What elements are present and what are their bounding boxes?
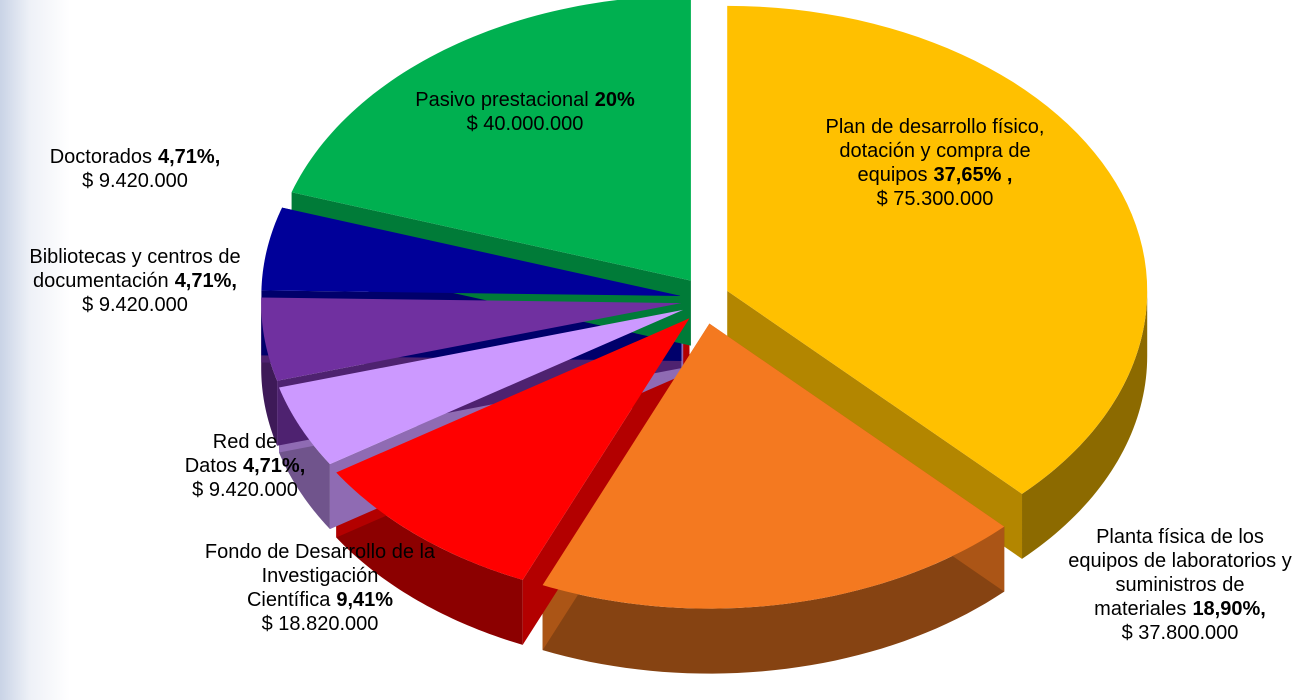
- slice: [542, 323, 1005, 609]
- amount-label: $ 75.300.000: [876, 188, 994, 210]
- slice: [261, 297, 682, 381]
- category-name: Doctorados: [49, 146, 152, 168]
- slice: [279, 309, 684, 465]
- category-name: Pasivo prestacional: [415, 89, 589, 111]
- value-label: 18,90%,: [1192, 598, 1266, 620]
- value-label: 37,65% ,: [933, 164, 1013, 186]
- amount-label: $ 18.820.000: [261, 613, 379, 635]
- slice-label: Fondo de Desarrollo de la Investigación …: [190, 540, 450, 636]
- amount-label: $ 9.420.000: [82, 294, 188, 316]
- category-name: Bibliotecas y centros de documentación: [29, 246, 241, 292]
- slice-label: Pasivo prestacional 20% $ 40.000.000: [400, 88, 650, 136]
- slice-tops: [261, 0, 1148, 609]
- slice-label: Bibliotecas y centros de documentación 4,…: [5, 245, 265, 317]
- slice-side: [1022, 290, 1148, 559]
- category-name: Planta física de los equipos de laborato…: [1068, 526, 1292, 620]
- value-label: 9,41%: [336, 589, 394, 611]
- amount-label: $ 9.420.000: [82, 170, 188, 192]
- slice-side: [542, 526, 1005, 674]
- slice-label: Planta física de los equipos de laborato…: [1065, 525, 1295, 645]
- slice: [727, 5, 1148, 494]
- value-label: 4,71%,: [174, 270, 237, 292]
- category-name: Plan de desarrollo físico, dotación y co…: [825, 116, 1045, 186]
- value-label: 4,71%,: [158, 146, 221, 168]
- amount-label: $ 9.420.000: [192, 479, 298, 501]
- slice: [261, 207, 682, 296]
- slice: [291, 0, 691, 281]
- value-label: 4,71%,: [242, 455, 306, 477]
- slice-side: [261, 303, 278, 446]
- slice-label: Plan de desarrollo físico, dotación y co…: [815, 115, 1055, 211]
- category-name: Fondo de Desarrollo de la Investigación …: [204, 541, 436, 611]
- slice-label: Doctorados 4,71%, $ 9.420.000: [5, 145, 265, 193]
- amount-label: $ 37.800.000: [1121, 622, 1239, 644]
- slice: [336, 318, 690, 580]
- value-label: 20%: [594, 89, 635, 111]
- amount-label: $ 40.000.000: [466, 113, 584, 135]
- category-name: Red de Datos: [184, 431, 278, 477]
- slice-label: Red de Datos 4,71%, $ 9.420.000: [155, 430, 335, 502]
